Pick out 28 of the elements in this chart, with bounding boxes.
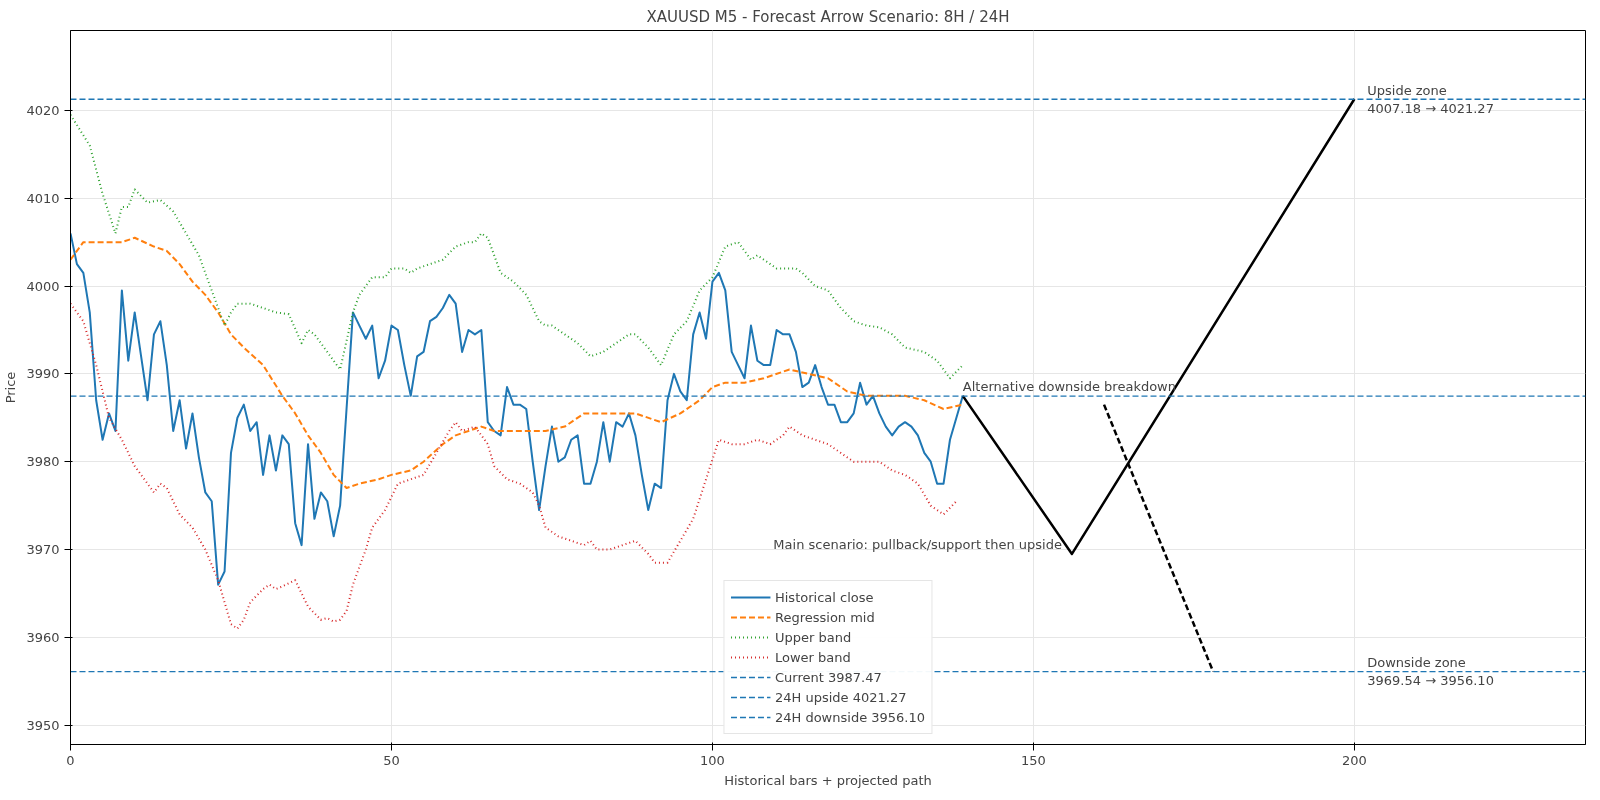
y-tick-label: 4000 bbox=[26, 278, 60, 294]
annotation: Downside zone 3969.54 → 3956.10 bbox=[1367, 655, 1494, 689]
y-tick-label: 3990 bbox=[26, 366, 60, 382]
chart-title: XAUUSD M5 - Forecast Arrow Scenario: 8H / 24H bbox=[646, 7, 1010, 26]
legend-label: 24H upside 4021.27 bbox=[774, 689, 907, 705]
annotation: Main scenario: pullback/support then upside bbox=[773, 536, 1062, 552]
x-tick-label: 0 bbox=[66, 752, 75, 768]
x-tick-label: 200 bbox=[1341, 752, 1367, 768]
y-tick-label: 3980 bbox=[26, 454, 60, 470]
legend-label: Historical close bbox=[774, 589, 874, 605]
annotation: Upside zone 4007.18 → 4021.27 bbox=[1367, 82, 1494, 116]
y-tick-label: 4020 bbox=[26, 102, 60, 118]
y-tick-label: 3970 bbox=[26, 542, 60, 558]
y-tick-label: 4010 bbox=[26, 190, 60, 206]
y-tick-label: 3950 bbox=[26, 717, 60, 733]
y-tick-label: 3960 bbox=[26, 629, 60, 645]
line-series bbox=[70, 236, 964, 490]
x-tick-label: 150 bbox=[1021, 752, 1046, 768]
legend-label: 24H downside 3956.10 bbox=[774, 709, 926, 725]
x-tick-label: 100 bbox=[700, 752, 725, 768]
legend-label: Regression mid bbox=[774, 609, 875, 625]
legend-label: Upper band bbox=[774, 629, 852, 645]
annotation: Alternative downside breakdown bbox=[962, 379, 1176, 395]
legend-label: Current 3987.47 bbox=[774, 669, 882, 685]
x-tick-label: 50 bbox=[383, 752, 400, 768]
legend-label: Lower band bbox=[774, 649, 851, 665]
y-axis-title: Price bbox=[3, 371, 19, 404]
x-axis-title: Historical bars + projected path bbox=[724, 772, 932, 788]
